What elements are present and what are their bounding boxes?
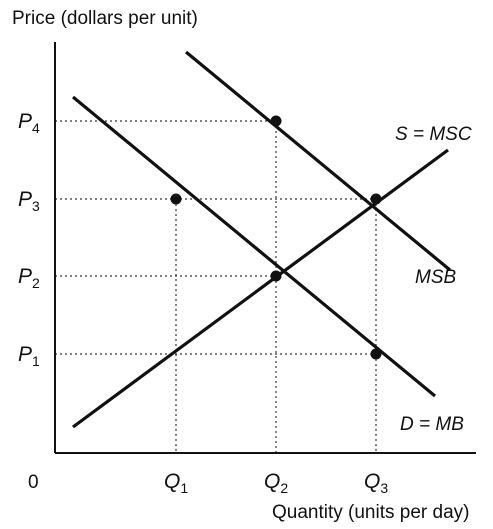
price-label-p2: P2 bbox=[18, 265, 40, 291]
point-q3-p3 bbox=[371, 194, 382, 205]
price-label-p4: P4 bbox=[18, 110, 40, 136]
price-label-p1: P1 bbox=[18, 343, 40, 369]
quantity-label-q3: Q3 bbox=[364, 470, 388, 496]
msb-curve-label: MSB bbox=[415, 267, 457, 288]
price-label-p3: P3 bbox=[18, 188, 40, 214]
quantity-label-q2: Q2 bbox=[264, 470, 288, 496]
y-axis-title: Price (dollars per unit) bbox=[12, 8, 198, 29]
point-q2-p4 bbox=[271, 116, 282, 127]
x-axis-title: Quantity (units per day) bbox=[272, 502, 469, 523]
msb-curve bbox=[186, 52, 450, 270]
point-q1-p3 bbox=[171, 194, 182, 205]
supply-curve-msc bbox=[73, 150, 448, 427]
price-labels: P4 P3 P2 P1 bbox=[18, 110, 40, 369]
quantity-label-q1: Q1 bbox=[164, 470, 188, 496]
point-q3-p1 bbox=[371, 349, 382, 360]
point-q2-p2 bbox=[271, 271, 282, 282]
supply-curve-label: S = MSC bbox=[395, 124, 472, 145]
origin-label: 0 bbox=[28, 472, 39, 493]
demand-curve-label: D = MB bbox=[400, 414, 464, 435]
quantity-labels: Q1 Q2 Q3 bbox=[164, 470, 388, 496]
